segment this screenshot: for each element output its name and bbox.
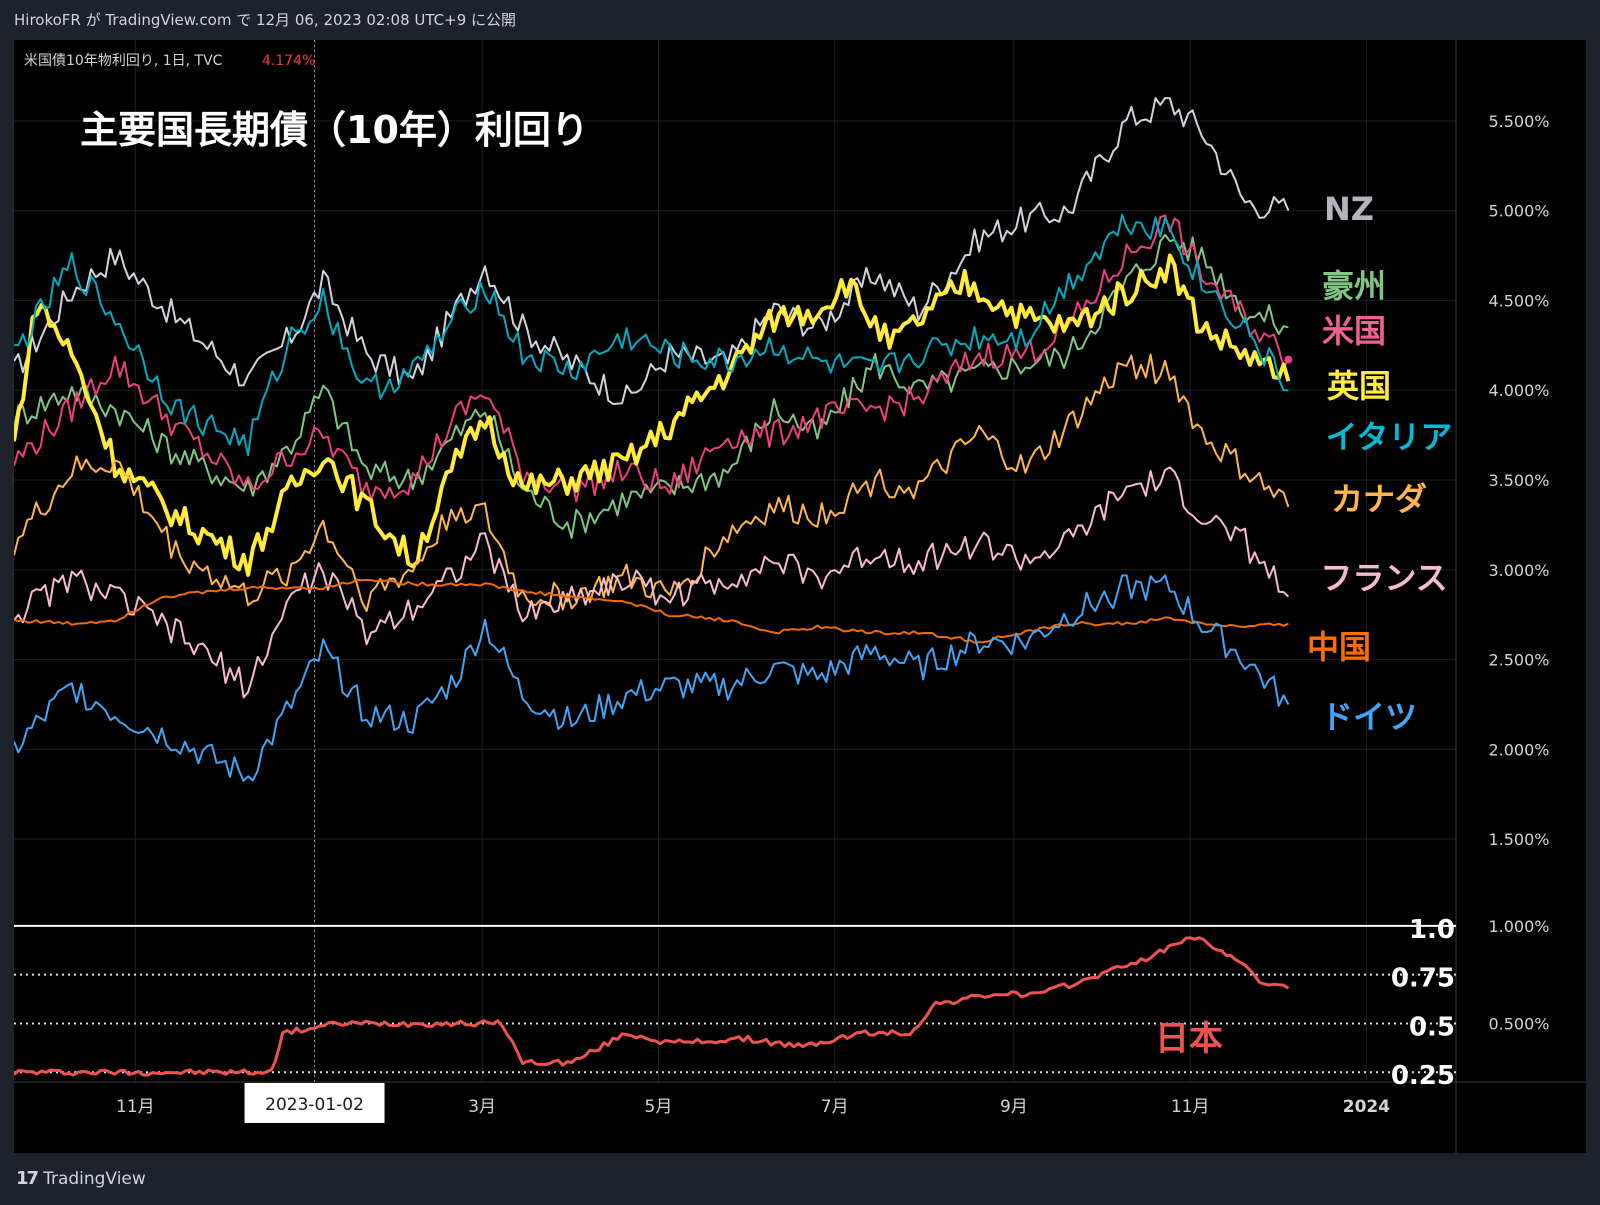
x-tick-label: 9月 bbox=[1000, 1097, 1028, 1117]
jp-reference-label: 1.0 bbox=[1409, 915, 1455, 945]
series-label: イタリア bbox=[1326, 418, 1453, 456]
chart-frame[interactable]: 5.500% 5.000% 4.500% 4.000% 3.500% 3.000% 2.50… bbox=[14, 40, 1586, 1153]
series-line-1 bbox=[14, 233, 1289, 539]
jp-y-tick-label: 0.500% bbox=[1488, 1014, 1549, 1033]
series-label: NZ bbox=[1324, 190, 1374, 228]
x-tick-label: 11月 bbox=[1171, 1097, 1210, 1117]
publisher-line: HirokoFR が TradingView.com で 12月 06, 202… bbox=[0, 0, 1600, 40]
series-label: 米国 bbox=[1322, 312, 1386, 350]
series-line-3 bbox=[14, 253, 1291, 577]
jp-series-label: 日本 bbox=[1155, 1019, 1223, 1059]
symbol-line-label: 米国債10年物利回り, 1日, TVC bbox=[24, 53, 223, 69]
series-line-6 bbox=[14, 466, 1290, 699]
tradingview-logo-text: TradingView bbox=[43, 1168, 146, 1189]
series-line-5 bbox=[14, 353, 1290, 612]
series-line-4 bbox=[14, 213, 1289, 457]
x-tick-label: 7月 bbox=[821, 1097, 849, 1117]
jp-series-line bbox=[14, 936, 1290, 1077]
y-tick-label: 3.500% bbox=[1488, 471, 1549, 490]
series-label: ドイツ bbox=[1321, 698, 1417, 736]
y-tick-label: 5.000% bbox=[1488, 202, 1549, 221]
series-line-0 bbox=[14, 97, 1290, 405]
series-label: 英国 bbox=[1327, 367, 1391, 405]
footer-bar bbox=[0, 1153, 1600, 1205]
series-line-8 bbox=[14, 574, 1290, 782]
x-tick-label: 3月 bbox=[468, 1097, 496, 1117]
tradingview-logo-icon: 17 bbox=[16, 1168, 39, 1189]
series-label: カナダ bbox=[1331, 480, 1427, 518]
x-tick-label: 5月 bbox=[645, 1097, 673, 1117]
crosshair-date-box bbox=[244, 1083, 385, 1123]
y-tick-label: 5.500% bbox=[1488, 112, 1549, 131]
series-line-7 bbox=[14, 578, 1289, 644]
y-tick-label: 2.500% bbox=[1488, 651, 1549, 670]
jp-reference-label: 0.5 bbox=[1409, 1012, 1455, 1042]
y-tick-label: 2.000% bbox=[1488, 740, 1549, 759]
series-label: 中国 bbox=[1307, 628, 1371, 666]
series-label: 豪州 bbox=[1322, 267, 1386, 305]
series-label: フランス bbox=[1320, 559, 1447, 597]
y-tick-label: 1.500% bbox=[1488, 830, 1549, 849]
series-line-2 bbox=[14, 214, 1290, 503]
us-last-value-dot bbox=[1284, 355, 1293, 364]
x-tick-label-highlighted: 2023-01-02 bbox=[265, 1095, 364, 1115]
y-tick-label: 4.000% bbox=[1488, 381, 1549, 400]
jp-y-tick-label: 1.000% bbox=[1488, 917, 1549, 936]
x-tick-label: 2024 bbox=[1343, 1097, 1390, 1117]
chart-canvas[interactable]: 5.500% 5.000% 4.500% 4.000% 3.500% 3.000% 2.50… bbox=[14, 40, 1586, 1153]
jp-reference-label: 0.25 bbox=[1391, 1061, 1455, 1091]
y-tick-label: 4.500% bbox=[1488, 291, 1549, 310]
symbol-line-value: 4.174% bbox=[262, 53, 315, 69]
x-tick-label: 11月 bbox=[116, 1097, 155, 1117]
jp-reference-label: 0.75 bbox=[1391, 964, 1455, 994]
y-tick-label: 3.000% bbox=[1488, 561, 1549, 580]
tradingview-logo[interactable]: 17 TradingView bbox=[16, 1168, 146, 1189]
chart-title: 主要国長期債（10年）利回り bbox=[80, 108, 589, 152]
